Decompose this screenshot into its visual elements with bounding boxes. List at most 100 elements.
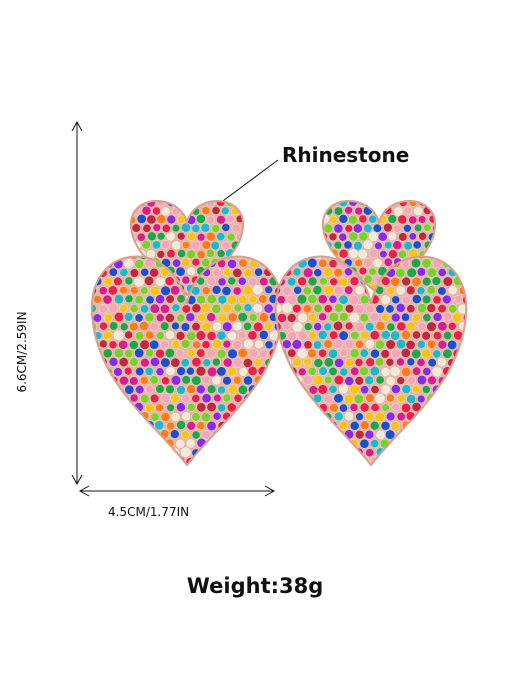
rhinestone xyxy=(191,357,202,367)
rhinestone xyxy=(124,421,133,431)
rhinestone xyxy=(131,223,141,233)
rhinestone xyxy=(427,200,436,207)
rhinestone xyxy=(258,294,268,304)
rhinestone xyxy=(276,384,287,395)
rhinestone xyxy=(363,274,373,284)
rhinestone xyxy=(211,206,221,215)
rhinestone xyxy=(123,312,134,322)
rhinestone xyxy=(93,258,103,268)
rhinestone xyxy=(280,241,289,250)
rhinestone xyxy=(437,286,447,296)
rhinestone xyxy=(307,419,318,430)
rhinestone xyxy=(92,421,103,432)
rhinestone xyxy=(378,200,388,207)
rhinestone xyxy=(344,224,353,233)
rhinestone xyxy=(303,340,313,350)
rhinestone xyxy=(200,303,211,313)
rhinestone xyxy=(381,403,390,412)
rhinestone xyxy=(406,321,417,332)
rhinestone xyxy=(458,256,467,260)
rhinestone xyxy=(329,403,339,413)
rhinestone xyxy=(171,224,181,233)
rhinestone xyxy=(375,321,386,331)
rhinestone xyxy=(181,375,191,385)
rhinestone xyxy=(396,376,405,385)
rhinestone xyxy=(275,303,282,314)
rhinestone xyxy=(155,438,165,448)
rhinestone xyxy=(232,286,242,296)
rhinestone xyxy=(253,393,264,404)
rhinestone xyxy=(288,241,296,249)
rhinestone xyxy=(217,277,227,287)
rhinestone xyxy=(202,190,210,198)
rhinestone xyxy=(210,241,220,251)
rhinestone xyxy=(381,457,391,465)
rhinestone xyxy=(258,457,269,465)
rhinestone xyxy=(313,256,324,260)
rhinestone xyxy=(453,456,463,465)
rhinestone xyxy=(93,457,103,465)
rhinestone xyxy=(247,456,258,465)
rhinestone xyxy=(108,267,118,277)
rhinestone xyxy=(437,321,448,332)
rhinestone xyxy=(277,241,286,250)
rhinestone xyxy=(416,267,427,277)
rhinestone xyxy=(421,419,432,431)
rhinestone xyxy=(432,402,443,413)
rhinestone xyxy=(458,429,467,440)
rhinestone xyxy=(329,330,339,340)
rhinestone xyxy=(452,366,463,377)
rhinestone xyxy=(355,429,365,440)
rhinestone xyxy=(83,439,91,447)
rhinestone xyxy=(313,429,323,439)
rhinestone xyxy=(380,330,391,340)
rhinestone xyxy=(140,267,149,277)
rhinestone xyxy=(313,447,323,458)
rhinestone xyxy=(112,438,124,449)
rhinestone xyxy=(422,367,432,376)
rhinestone xyxy=(135,438,144,448)
rhinestone xyxy=(201,340,211,349)
rhinestone xyxy=(442,438,453,448)
rhinestone xyxy=(355,339,364,349)
rhinestone xyxy=(432,241,441,250)
rhinestone xyxy=(463,402,467,413)
rhinestone xyxy=(186,249,196,260)
rhinestone xyxy=(161,376,170,386)
rhinestone xyxy=(339,348,349,358)
rhinestone xyxy=(166,231,175,241)
rhinestone xyxy=(274,375,283,385)
rhinestone xyxy=(344,376,355,386)
rhinestone xyxy=(273,357,283,368)
rhinestone xyxy=(458,393,467,405)
rhinestone xyxy=(156,214,167,224)
rhinestone xyxy=(452,438,462,448)
rhinestone xyxy=(344,411,354,421)
rhinestone xyxy=(123,258,134,269)
rhinestone xyxy=(159,303,170,314)
rhinestone xyxy=(232,357,243,368)
rhinestone xyxy=(239,367,248,377)
rhinestone xyxy=(286,294,297,305)
width-dimension-label: 4.5CM/1.77IN xyxy=(108,505,190,519)
rhinestone xyxy=(278,258,283,269)
rhinestone xyxy=(196,456,207,465)
rhinestone xyxy=(155,294,165,305)
rhinestone xyxy=(307,276,318,287)
rhinestone xyxy=(384,189,392,197)
rhinestone xyxy=(344,321,354,331)
rhinestone xyxy=(108,429,118,440)
rhinestone xyxy=(427,375,437,386)
rhinestone xyxy=(370,439,380,448)
rhinestone-callout-label: Rhinestone xyxy=(282,143,410,167)
rhinestone xyxy=(212,357,221,367)
rhinestone xyxy=(91,384,92,394)
rhinestone xyxy=(181,393,191,403)
rhinestone xyxy=(292,393,302,403)
rhinestone xyxy=(149,321,160,332)
rhinestone xyxy=(403,224,412,233)
rhinestone xyxy=(350,330,360,341)
rhinestone xyxy=(416,374,427,385)
rhinestone xyxy=(358,231,369,242)
rhinestone xyxy=(347,214,358,225)
